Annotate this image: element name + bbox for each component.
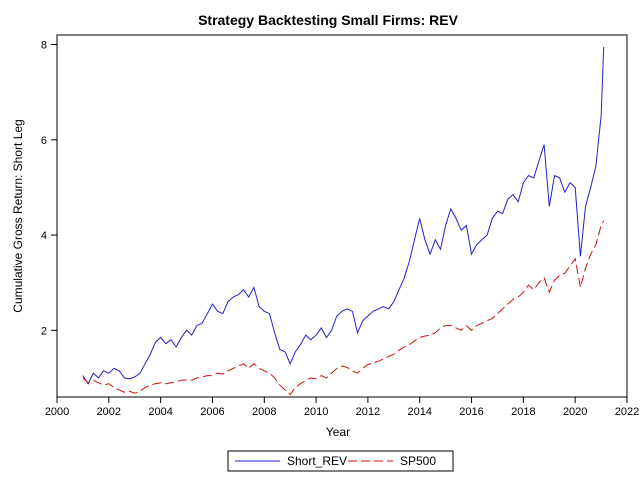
x-tick-label: 2008 <box>252 406 276 418</box>
y-tick-label: 8 <box>41 40 47 52</box>
x-tick-label: 2020 <box>563 406 587 418</box>
y-tick-label: 4 <box>41 230 47 242</box>
y-axis: 2 4 6 8 <box>41 40 57 337</box>
x-tick-label: 2010 <box>304 406 328 418</box>
x-tick-label: 2002 <box>97 406 121 418</box>
plot-area <box>56 34 628 398</box>
x-tick-label: 2000 <box>45 406 69 418</box>
series-line-sp500 <box>82 220 605 396</box>
y-axis-label: Cumulative Gross Return: Short Leg <box>11 119 25 312</box>
legend-label: Short_REV <box>287 454 347 468</box>
legend-frame <box>227 450 454 472</box>
x-tick-label: 2018 <box>511 406 535 418</box>
series-layer <box>82 46 605 396</box>
x-tick-label: 2012 <box>356 406 380 418</box>
x-tick-label: 2014 <box>407 406 431 418</box>
legend-label: SP500 <box>400 454 436 468</box>
x-tick-label: 2006 <box>200 406 224 418</box>
x-axis-label: Year <box>326 425 350 439</box>
legend: Short_REV SP500 <box>227 450 454 472</box>
x-tick-label: 2022 <box>615 406 639 418</box>
x-axis: 2000 2002 2004 2006 2008 2010 2012 2014 2016 2018… <box>45 397 639 418</box>
x-tick-label: 2016 <box>459 406 483 418</box>
chart-title: Strategy Backtesting Small Firms: REV <box>198 12 459 28</box>
y-tick-label: 2 <box>41 325 47 337</box>
series-line-short-rev <box>82 46 605 385</box>
x-tick-label: 2004 <box>148 406 172 418</box>
y-tick-label: 6 <box>41 135 47 147</box>
